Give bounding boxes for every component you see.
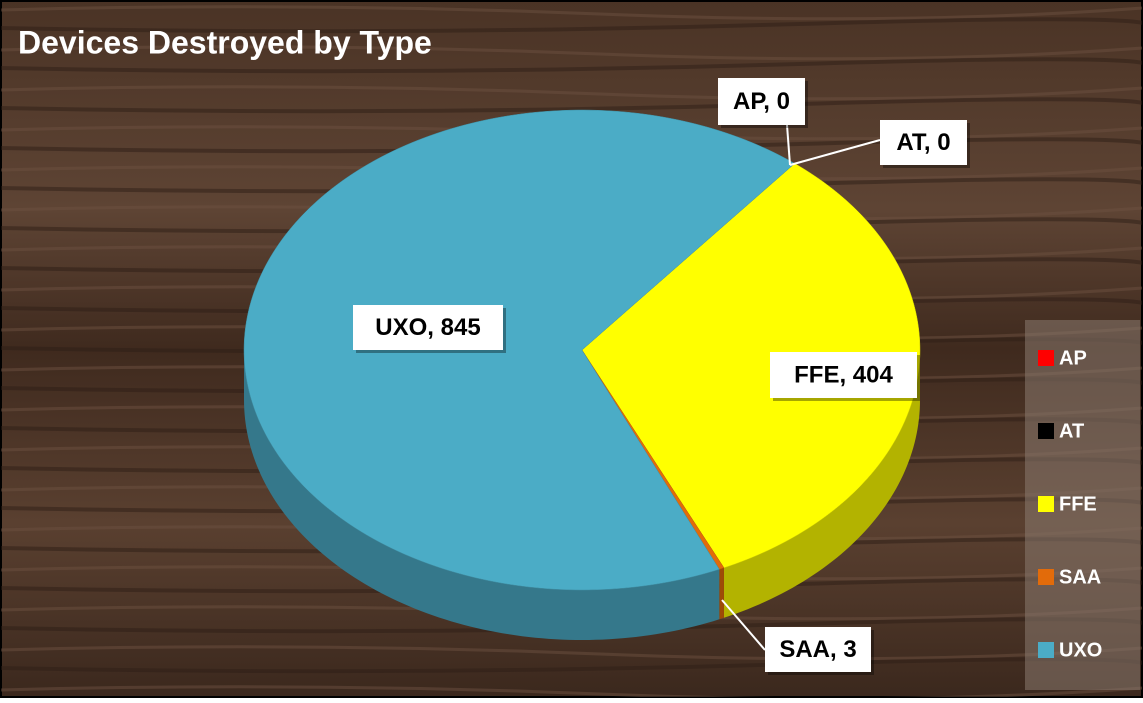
data-label: AT, 0 [896, 129, 950, 156]
label-box [770, 352, 917, 398]
chart-title: Devices Destroyed by Type [18, 24, 432, 60]
label-box [353, 305, 503, 350]
data-label: AP, 0 [733, 88, 790, 115]
legend-label: UXO [1059, 639, 1102, 661]
slice [581, 163, 921, 569]
leader-line [789, 139, 881, 166]
legend-label: AT [1059, 420, 1084, 442]
legend-swatch [1038, 350, 1054, 366]
slice [243, 109, 796, 591]
data-label: FFE, 404 [794, 361, 893, 388]
legend-label: SAA [1059, 566, 1101, 588]
data-label: UXO, 845 [375, 314, 480, 341]
slice-side [244, 350, 720, 640]
label-box [880, 120, 967, 165]
slice-side [723, 350, 920, 618]
legend-label: AP [1059, 347, 1087, 369]
slice-side [719, 567, 724, 620]
legend-label: FFE [1059, 493, 1097, 515]
legend-swatch [1038, 496, 1054, 512]
leader-line [721, 599, 766, 651]
legend-swatch [1038, 423, 1054, 439]
label-box [765, 627, 871, 672]
data-label: SAA, 3 [779, 636, 856, 663]
legend-swatch [1038, 642, 1054, 658]
leader-line [786, 124, 791, 166]
label-box [718, 78, 805, 125]
legend-swatch [1038, 569, 1054, 585]
